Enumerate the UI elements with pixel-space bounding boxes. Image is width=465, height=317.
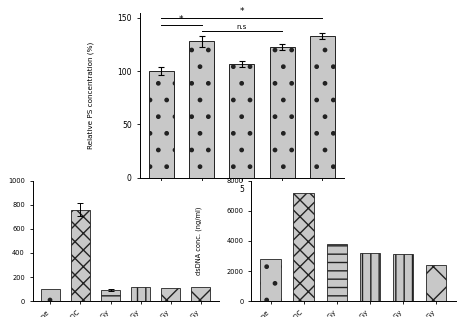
Text: n.s: n.s [237,24,247,30]
Bar [293,193,314,301]
Text: *: * [239,7,244,16]
Bar [192,287,210,301]
Bar [161,288,180,301]
Bar [360,253,380,301]
Y-axis label: dsDNA conc. (ng/ml): dsDNA conc. (ng/ml) [195,207,202,275]
Bar [326,244,347,301]
Bar [71,210,90,301]
Bar [101,290,120,301]
Bar [131,287,150,301]
Bar [229,64,254,178]
Bar [41,289,60,301]
Y-axis label: Relative PS concentration (%): Relative PS concentration (%) [88,42,94,149]
Bar [393,255,413,301]
Bar [426,265,446,301]
Bar [270,47,294,178]
Bar [189,42,214,178]
Bar [260,259,281,301]
Bar [149,71,174,178]
Text: γ-radiation (Gy/hr): γ-radiation (Gy/hr) [265,205,330,212]
Bar [310,36,335,178]
Text: *: * [179,15,184,24]
